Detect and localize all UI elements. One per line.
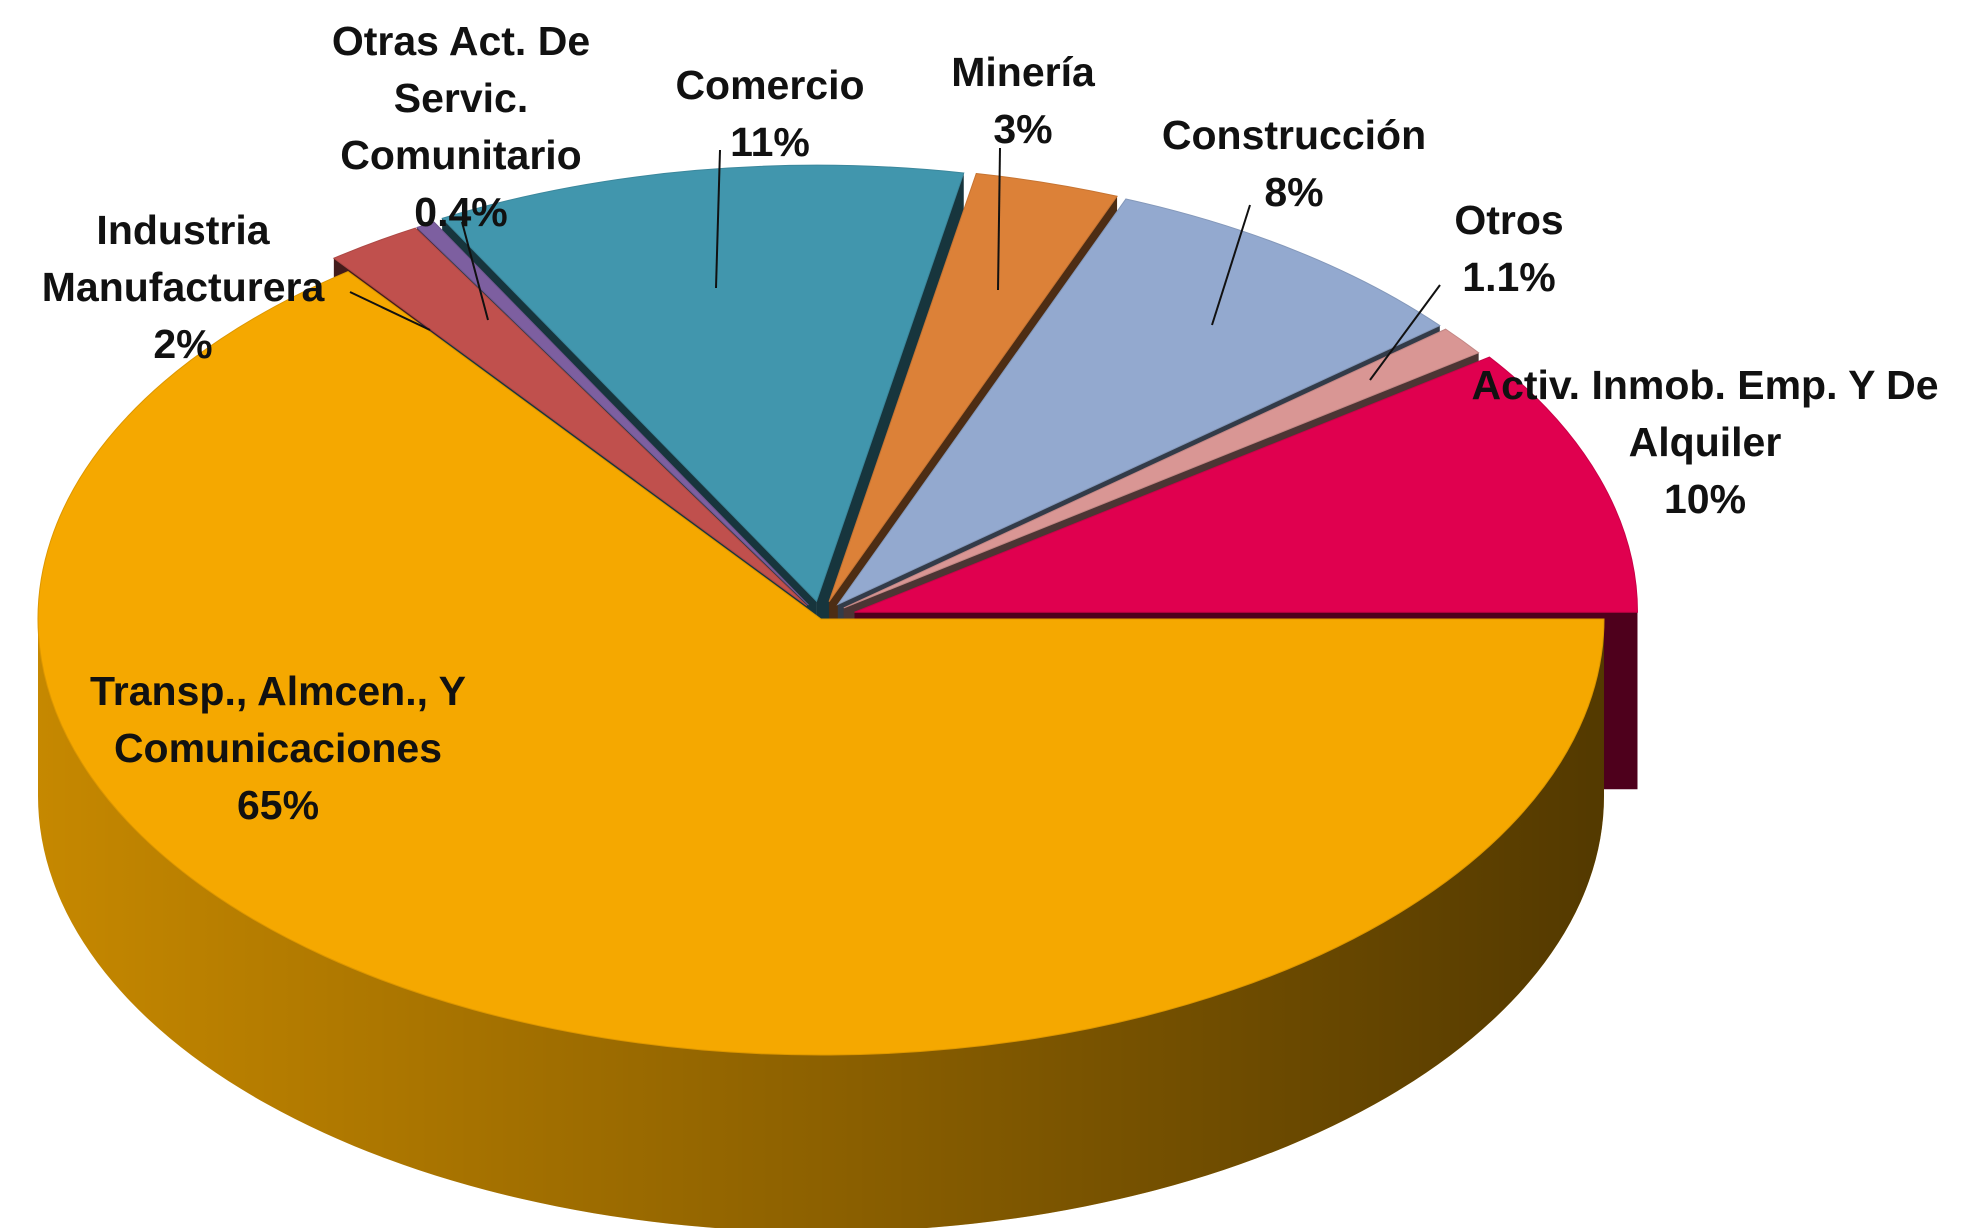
pie-tops xyxy=(37,164,1638,1056)
pie-slice xyxy=(37,270,1605,1056)
slice-value: 65% xyxy=(236,782,320,828)
data-label: Construcción 8% xyxy=(1162,107,1426,221)
slice-name: Otros xyxy=(1454,197,1564,243)
pie-slice xyxy=(416,221,809,606)
leader-line xyxy=(997,147,1001,291)
data-label: Otros 1.1% xyxy=(1454,192,1563,306)
slice-side-shade xyxy=(38,619,1604,1228)
pie-slice xyxy=(854,356,1638,613)
leader-line xyxy=(349,291,431,331)
data-label: Otras Act. De Servic. Comunitario 0.4% xyxy=(332,13,590,241)
slice-value: 2% xyxy=(153,321,213,367)
data-label: Industria Manufacturera 2% xyxy=(42,202,325,373)
slice-name: Comercio xyxy=(675,62,865,108)
pie-slice xyxy=(843,328,1480,609)
slice-name: Transp., Almcen., Y Comunicaciones xyxy=(90,668,466,771)
data-label: Transp., Almcen., Y Comunicaciones 65% xyxy=(90,663,466,834)
slice-value: 0.4% xyxy=(414,189,508,235)
slice-name: Construcción xyxy=(1161,112,1427,158)
pie-slice xyxy=(828,172,1118,603)
leader-line xyxy=(461,221,489,321)
data-label: Comercio 11% xyxy=(675,57,864,171)
slice-name: Activ. Inmob. Emp. Y De Alquiler xyxy=(1471,362,1939,465)
data-label: Minería 3% xyxy=(951,44,1095,158)
leader-line xyxy=(715,149,721,289)
leader-line xyxy=(1369,284,1441,381)
leader-line xyxy=(1211,204,1251,326)
data-label: Activ. Inmob. Emp. Y De Alquiler 10% xyxy=(1471,357,1938,528)
pie-slice xyxy=(332,227,808,607)
pie-slice xyxy=(441,164,965,603)
slice-value: 3% xyxy=(993,106,1053,152)
slice-name: Industria Manufacturera xyxy=(41,207,325,310)
pie-slice xyxy=(836,198,1441,606)
slice-name: Otras Act. De Servic. Comunitario xyxy=(331,18,591,178)
slice-value: 10% xyxy=(1663,476,1747,522)
slice-value: 8% xyxy=(1264,169,1324,215)
slice-value: 1.1% xyxy=(1462,254,1556,300)
slice-name: Minería xyxy=(951,49,1095,95)
slice-value: 11% xyxy=(730,119,810,165)
